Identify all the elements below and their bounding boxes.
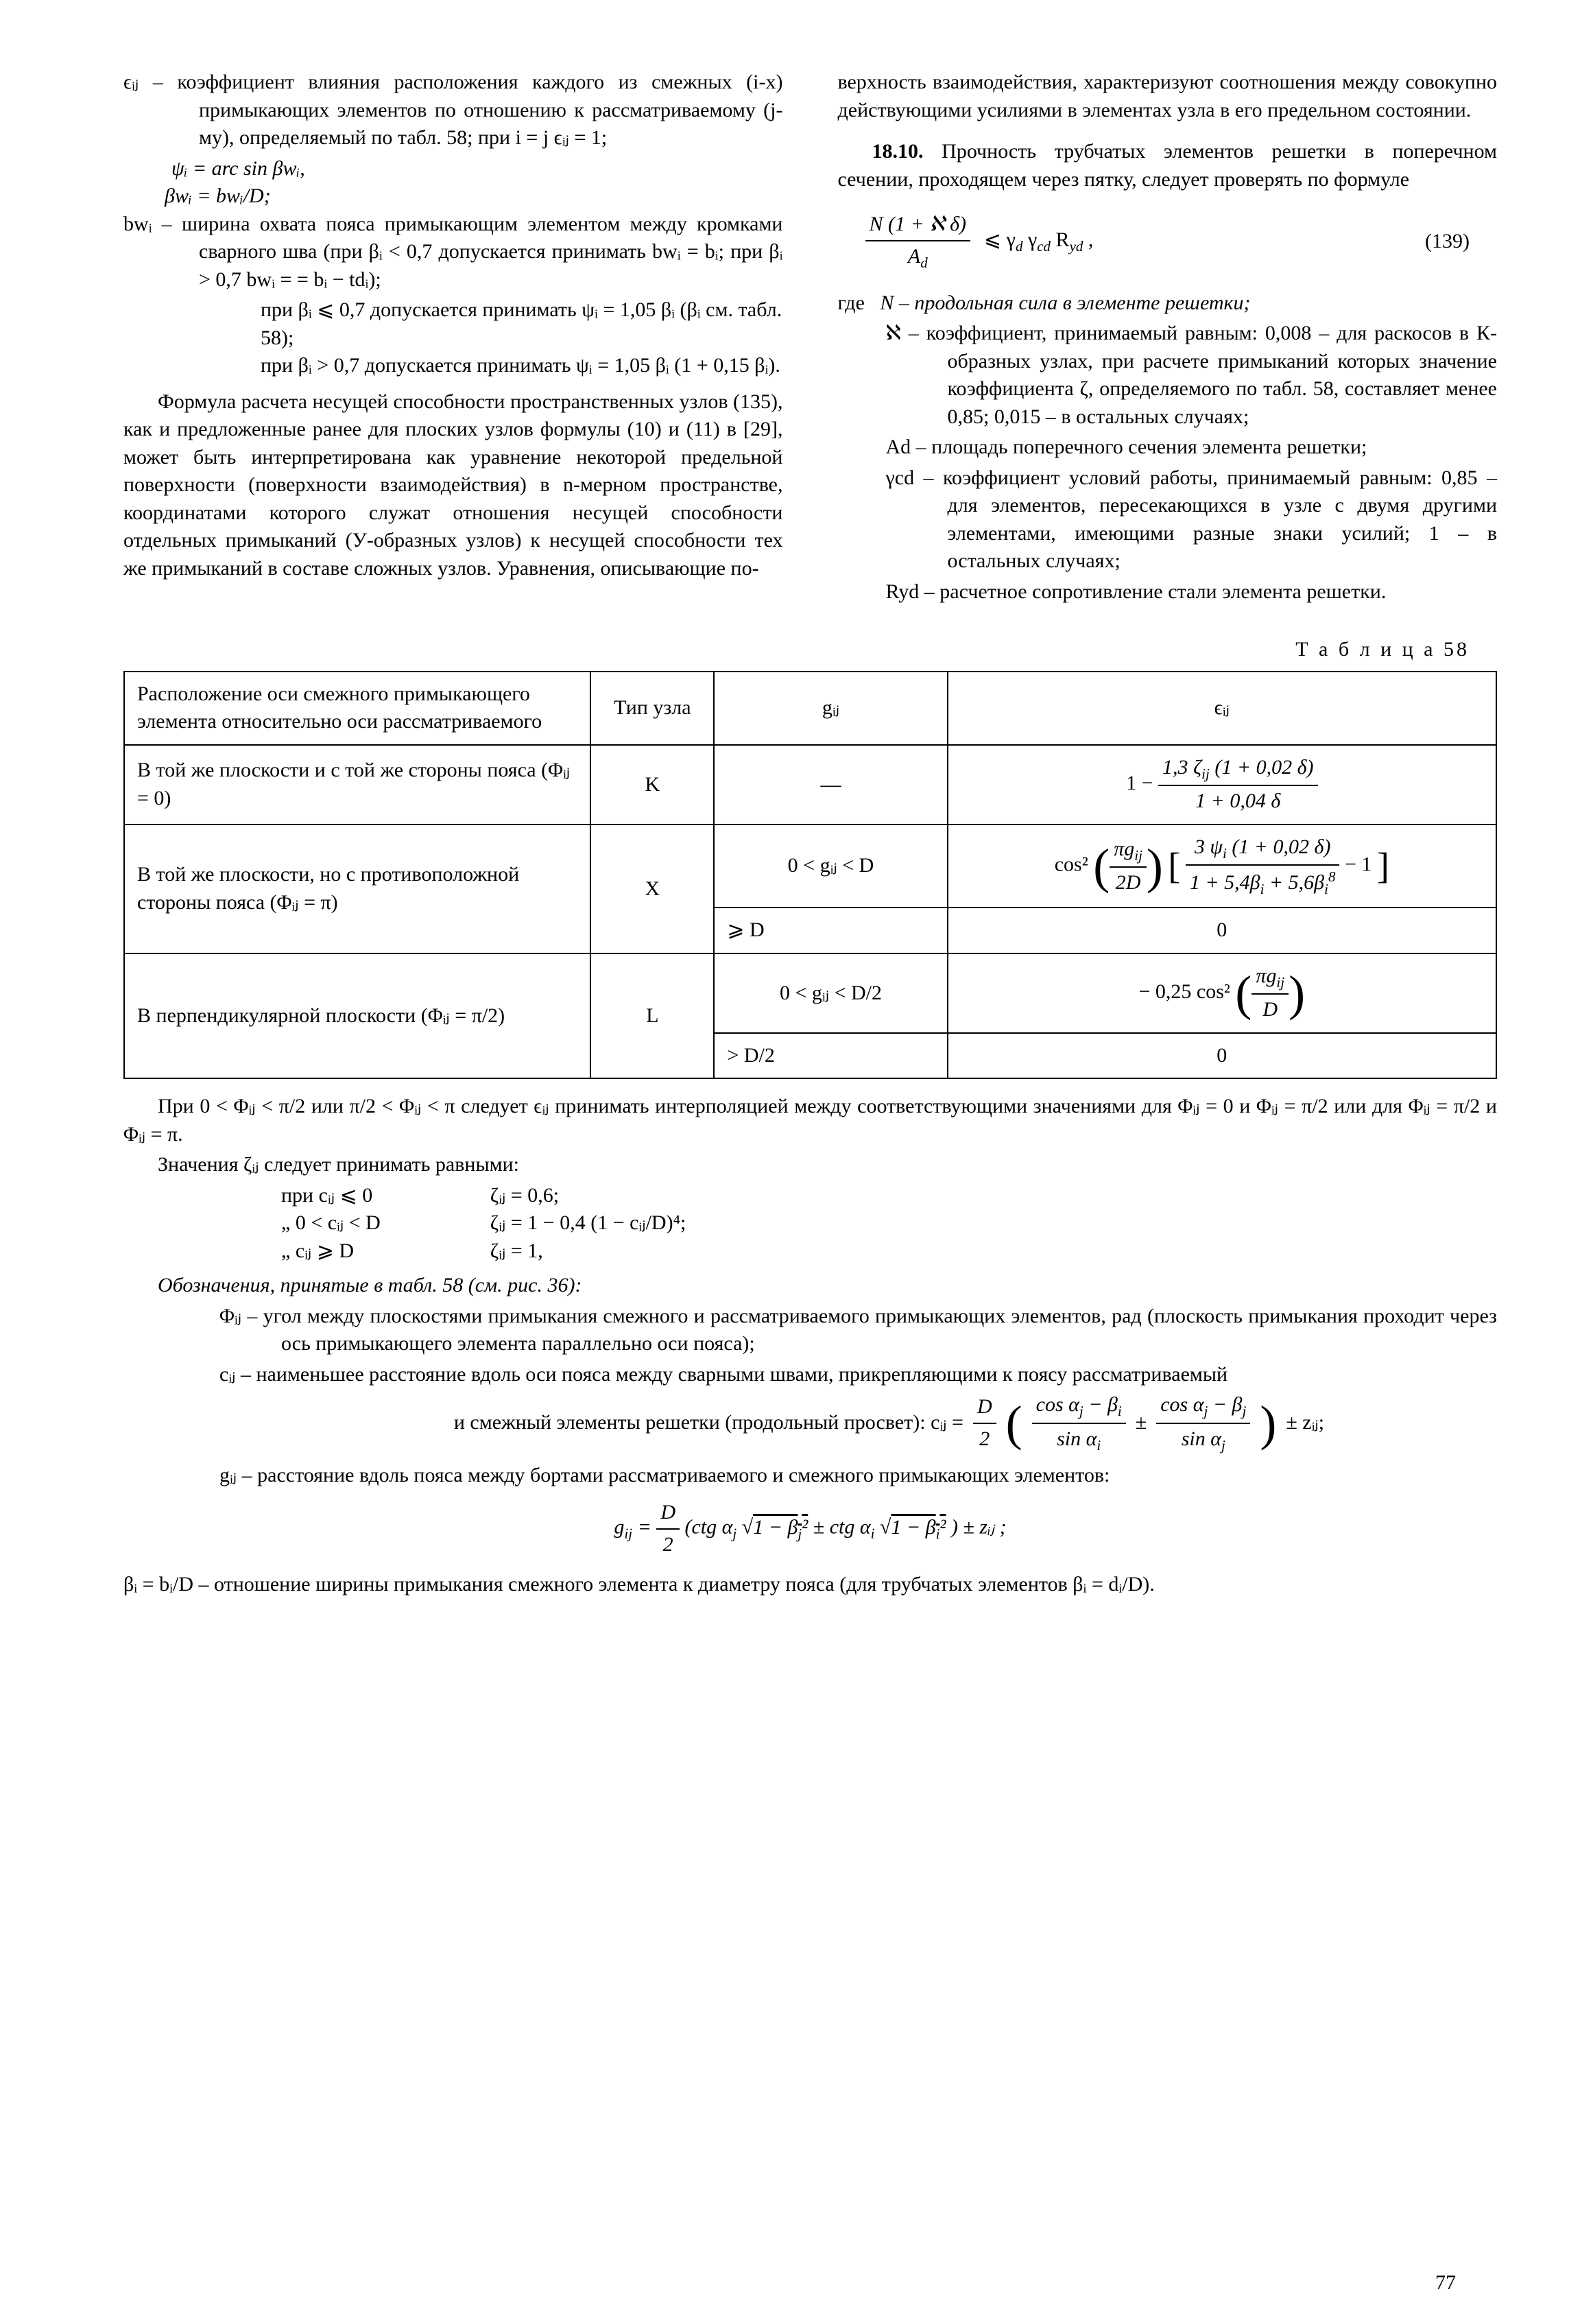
right-column: верхность взаимодействия, характеризуют … xyxy=(838,69,1498,608)
note-zeta: Значения ζᵢⱼ следует принимать равными: xyxy=(123,1151,1497,1179)
section-number: 18.10. xyxy=(872,140,924,163)
note-gij: gᵢⱼ – расстояние вдоль пояса между борта… xyxy=(123,1462,1497,1490)
th-axis: Расположение оси смежного примыкающего э… xyxy=(124,672,590,745)
cell: 0 < gᵢⱼ < D xyxy=(714,825,947,908)
table-header-row: Расположение оси смежного примыкающего э… xyxy=(124,672,1496,745)
table-row: В той же плоскости и с той же стороны по… xyxy=(124,745,1496,825)
note-phi: Φᵢⱼ – угол между плоскостями примыкания … xyxy=(123,1303,1497,1358)
where-Ryd: Ryd – расчетное сопротивление стали элем… xyxy=(838,578,1498,606)
cell: X xyxy=(590,825,714,953)
note-cij-eq: и смежный элементы решетки (продольный п… xyxy=(123,1391,1497,1455)
eq-beta: βwᵢ = bwᵢ/D; xyxy=(123,182,783,211)
def-eps: ϵᵢⱼ – коэффициент влияния расположения к… xyxy=(123,69,783,152)
cell: — xyxy=(714,745,947,825)
table-label: Т а б л и ц а 58 xyxy=(123,636,1470,664)
where-chi: ℵ – коэффициент, принимаемый равным: 0,0… xyxy=(838,320,1498,431)
table-row: В перпендикулярной плоскости (Φᵢⱼ = π/2)… xyxy=(124,953,1496,1033)
cell-formula: cos² (πgij2D) [ 3 ψi (1 + 0,02 δ)1 + 5,4… xyxy=(948,825,1496,908)
cell: ⩾ D xyxy=(714,908,947,953)
para-1810: 18.10. Прочность трубчатых элементов реш… xyxy=(838,138,1498,193)
section-text: Прочность трубчатых элементов решетки в … xyxy=(838,140,1498,191)
where-Ad: Ad – площадь поперечного сечения элемент… xyxy=(838,434,1498,462)
def-bw: bwᵢ – ширина охвата пояса примыкающим эл… xyxy=(123,211,783,294)
note-beta: βᵢ = bᵢ/D – отношение ширины примыкания … xyxy=(123,1571,1497,1599)
page-number: 77 xyxy=(1435,2269,1456,2297)
cell: L xyxy=(590,953,714,1078)
table-notes: При 0 < Φᵢⱼ < π/2 или π/2 < Φᵢⱼ < π след… xyxy=(123,1093,1497,1599)
zeta-values: при cᵢⱼ ⩽ 0 „ 0 < cᵢⱼ < D „ cᵢⱼ ⩾ D ζᵢⱼ … xyxy=(123,1182,1497,1266)
th-type: Тип узла xyxy=(590,672,714,745)
eq-number: (139) xyxy=(1425,228,1470,256)
cell: K xyxy=(590,745,714,825)
cell: В той же плоскости и с той же стороны по… xyxy=(124,745,590,825)
para-interp: Формула расчета несущей способности прос… xyxy=(123,388,783,583)
cell-formula: 1 − 1,3 ζij (1 + 0,02 δ)1 + 0,04 δ xyxy=(948,745,1496,825)
left-column: ϵᵢⱼ – коэффициент влияния расположения к… xyxy=(123,69,783,608)
cell: 0 xyxy=(948,908,1496,953)
cell: > D/2 xyxy=(714,1033,947,1079)
note-cij: cᵢⱼ – наименьшее расстояние вдоль оси по… xyxy=(123,1361,1497,1389)
eq-gij: gij = D2 (ctg αj √1 − βj² ± ctg αi √1 − … xyxy=(123,1499,1497,1558)
def-bw3: при βᵢ > 0,7 допускается принимать ψᵢ = … xyxy=(123,352,783,380)
note-defs-hdr: Обозначения, принятые в табл. 58 (см. ри… xyxy=(123,1272,1497,1300)
cell: В той же плоскости, но с противоположной… xyxy=(124,825,590,953)
table-row: В той же плоскости, но с противоположной… xyxy=(124,825,1496,908)
where-N: где N – продольная сила в элементе решет… xyxy=(838,289,1498,318)
cell: В перпендикулярной плоскости (Φᵢⱼ = π/2) xyxy=(124,953,590,1078)
note-interp: При 0 < Φᵢⱼ < π/2 или π/2 < Φᵢⱼ < π след… xyxy=(123,1093,1497,1148)
th-eps: ϵᵢⱼ xyxy=(948,672,1496,745)
cell: 0 < gᵢⱼ < D/2 xyxy=(714,953,947,1033)
eq-psi: ψᵢ = arc sin βwᵢ, xyxy=(123,155,783,183)
where-gcd: γcd – коэффициент условий работы, приним… xyxy=(838,464,1498,576)
text-columns: ϵᵢⱼ – коэффициент влияния расположения к… xyxy=(123,69,1497,608)
para-cont: верхность взаимодействия, характеризуют … xyxy=(838,69,1498,124)
table-58: Расположение оси смежного примыкающего э… xyxy=(123,671,1497,1079)
formula-139: N (1 + ℵ δ) Ad ⩽ γd γcd Ryd , (139) xyxy=(838,211,1498,272)
cell-formula: − 0,25 cos² (πgijD) xyxy=(948,953,1496,1033)
def-bw2: при βᵢ ⩽ 0,7 допускается принимать ψᵢ = … xyxy=(123,296,783,352)
cell: 0 xyxy=(948,1033,1496,1079)
th-g: gᵢⱼ xyxy=(714,672,947,745)
